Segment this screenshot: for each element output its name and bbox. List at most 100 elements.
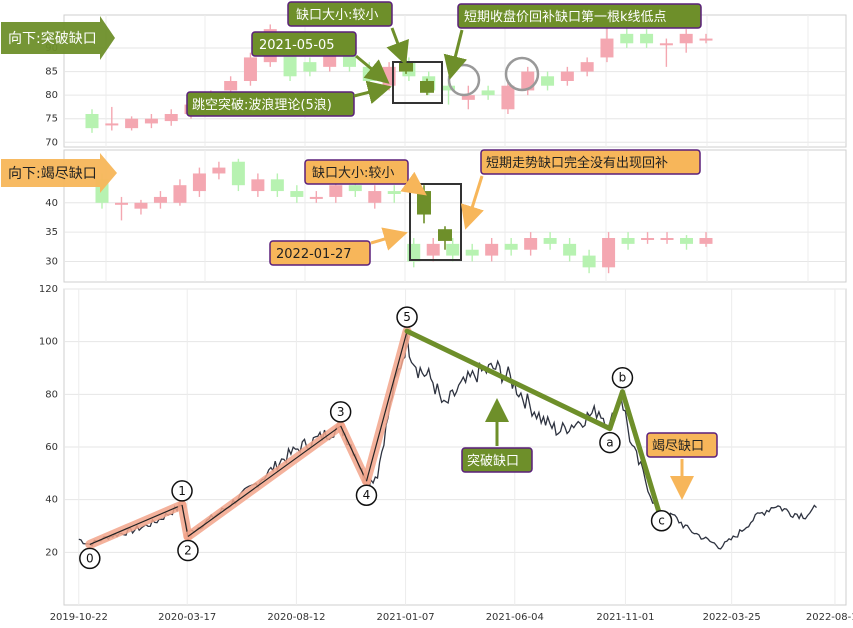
x-tick-label: 2021-06-04: [486, 612, 544, 623]
candle-body: [105, 123, 119, 126]
gap-candle-body: [438, 229, 452, 241]
wave-label-circle: [611, 366, 634, 389]
correction-line: [619, 389, 665, 524]
x-tick-label: 2021-11-01: [596, 612, 654, 623]
candle-body: [192, 173, 206, 192]
candle-body: [426, 243, 440, 256]
x-tick-label: 2022-03-25: [703, 612, 761, 623]
panel1-short-term: 短期收盘价回补缺口第一根k线低点: [464, 9, 667, 25]
wave-label-circle: [171, 480, 193, 502]
wave-label: 4: [363, 488, 371, 502]
candle-body: [679, 33, 693, 44]
wave-label-circle: [177, 539, 199, 562]
wave-label: 3: [337, 405, 345, 419]
candle-body: [212, 167, 226, 174]
wave-label-circle: [79, 547, 101, 570]
candle-body: [114, 202, 128, 205]
panel1-theory-box: [186, 91, 355, 117]
y-tick-label: 100: [39, 337, 58, 348]
candle-body: [485, 243, 499, 256]
y-tick-label: 60: [45, 442, 58, 453]
candle-body: [504, 243, 518, 250]
candle-body: [501, 85, 515, 110]
candle-body: [368, 191, 382, 203]
panel2-frame: [63, 149, 847, 283]
candle-body: [243, 57, 257, 81]
panel1-date: 2021-05-05: [259, 38, 335, 53]
wave-label: 0: [86, 551, 94, 565]
candle-body: [173, 185, 187, 203]
panel1-short-term-box: [457, 3, 702, 29]
panel1-theory-arrow: [353, 80, 392, 105]
panel2-short-term-arrow: [460, 175, 484, 230]
candle-body: [560, 71, 574, 81]
candle-body: [680, 238, 694, 244]
candle-body: [224, 81, 238, 91]
wave-line: [181, 504, 189, 537]
panel1-date-box: [251, 31, 357, 57]
wave-label: b: [619, 371, 627, 385]
candle-body: [543, 238, 557, 244]
candle-body: [660, 238, 674, 240]
candle-body: [329, 185, 343, 197]
panel3-exhaustion-box: [646, 432, 718, 458]
gap-candle-body: [417, 191, 431, 215]
wave-line: [187, 425, 342, 538]
y-tick-label: 80: [45, 90, 58, 101]
y-tick-label: 120: [39, 284, 58, 295]
panel2-title-arrow: [1, 153, 117, 193]
wave-label-circle: [599, 431, 621, 454]
panel3-breakout: 突破缺口: [467, 453, 519, 469]
y-tick-label: 75: [45, 114, 58, 125]
panel2-short-term: 短期走势缺口完全没有出现回补: [486, 155, 668, 171]
wave-line: [89, 504, 183, 545]
panel3-breakout-box: [461, 447, 533, 473]
y-tick-label: 40: [45, 495, 58, 506]
candle-body: [524, 238, 538, 250]
x-tick-label: 2021-01-07: [377, 612, 435, 623]
y-tick-label: 35: [45, 227, 58, 238]
panel2-date: 2022-01-27: [276, 247, 352, 262]
candle-body: [461, 95, 475, 100]
wave-label: 5: [403, 310, 411, 324]
wave-label: 2: [184, 544, 192, 558]
y-tick-label: 80: [45, 389, 58, 400]
panel1-gap-arrow: [386, 27, 409, 66]
wave-label: c: [658, 514, 665, 528]
candle-body: [134, 202, 148, 209]
panel1-short-term-arrow: [443, 29, 468, 80]
panel2-date-arrow: [370, 227, 408, 251]
candle-body: [348, 185, 362, 192]
candle-body: [231, 161, 245, 186]
candle-body: [309, 196, 323, 199]
candle-body: [600, 38, 614, 58]
candle-body: [387, 191, 401, 194]
candle-body: [164, 114, 178, 122]
candle-body: [251, 179, 265, 192]
gap-candle-body: [420, 81, 434, 93]
panel1-gap-size-box: [287, 1, 393, 27]
gap-candle-body: [399, 62, 413, 72]
x-tick-label: 2020-03-17: [158, 612, 216, 623]
panel1-date-arrow: [355, 54, 390, 84]
candle-body: [541, 76, 555, 86]
candle-body: [620, 33, 634, 44]
x-tick-label: 2022-08-12: [806, 612, 853, 623]
x-tick-label: 2019-10-22: [50, 612, 108, 623]
candle-body: [699, 38, 713, 41]
panel2-title: 向下:竭尽缺口: [8, 166, 97, 182]
panel1-circle-marker: [504, 56, 540, 92]
candle-body: [446, 243, 460, 256]
candle-body: [481, 90, 495, 96]
candle-body: [580, 62, 594, 72]
panel2-short-term-box: [480, 149, 701, 175]
candle-body: [85, 114, 99, 129]
candle-body: [621, 238, 635, 244]
wave-label-circle: [355, 484, 378, 506]
candle-body: [640, 33, 654, 44]
panel1-gap-box: [392, 61, 443, 104]
candle-body: [641, 238, 655, 240]
candle-body: [465, 249, 479, 256]
correction-line: [607, 389, 625, 432]
wave-line: [340, 425, 368, 482]
